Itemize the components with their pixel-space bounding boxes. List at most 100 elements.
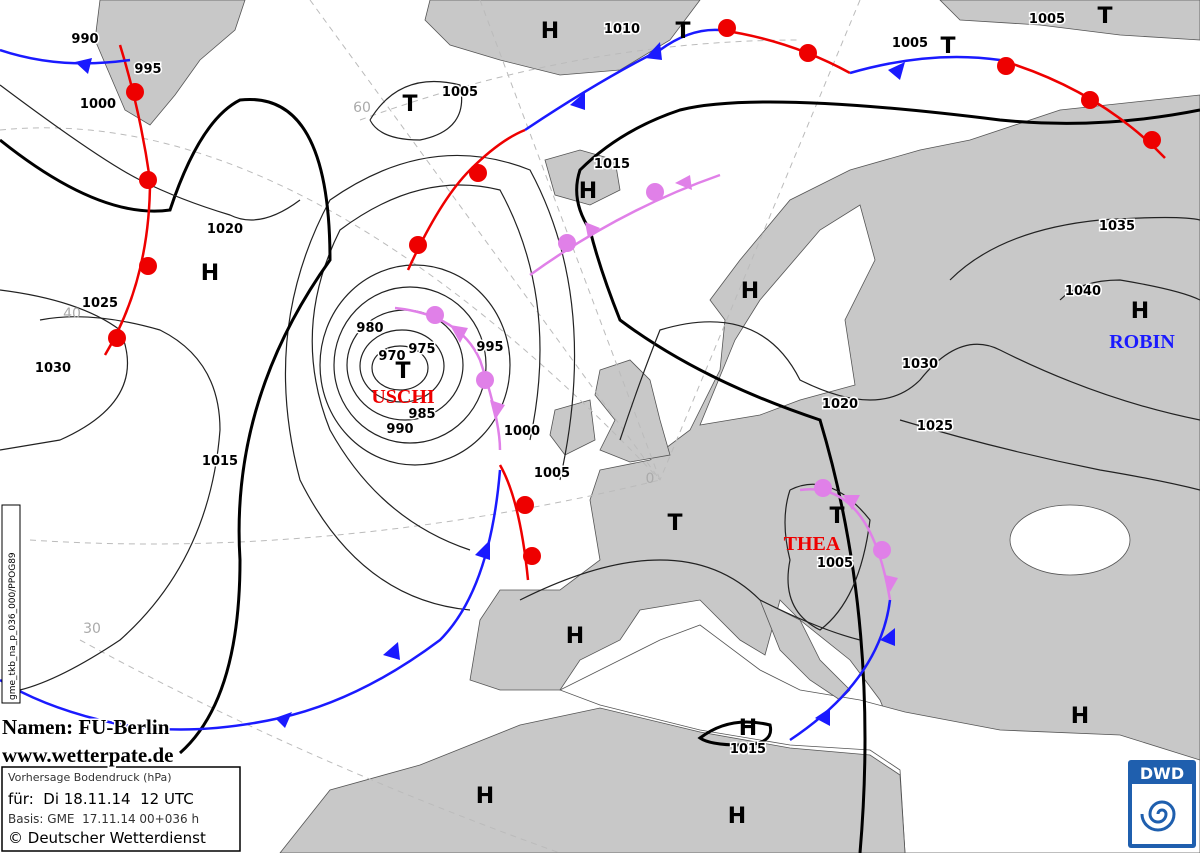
isobar-label: 1025 [917,419,953,434]
front-symbol [885,575,898,592]
front-symbol [476,371,494,389]
info-line: für: Di 18.11.14 12 UTC [8,790,194,808]
latitude-label: 60 [353,100,371,116]
front-symbol [646,183,664,201]
cold-front [849,55,1001,75]
isobar-label: 1015 [594,157,630,172]
front-symbol [888,62,905,80]
front-symbol [585,222,600,238]
arctic-land-east [939,0,1200,41]
file-id-box [1,504,21,704]
pressure-center: T [667,511,682,536]
warm-front [719,28,851,75]
isobar [311,184,541,551]
info-line: © Deutscher Wetterdienst [8,829,206,847]
front-symbol [814,479,832,497]
fronts [0,19,1166,742]
black-sea [1009,504,1131,576]
isobar [519,559,861,641]
isobar-bold [697,720,773,747]
front-symbol [873,541,891,559]
cold-front [789,599,892,742]
isobar-label: 995 [134,62,161,77]
info-line: Basis: GME 17.11.14 00+036 h [8,812,199,826]
isobar-label: 1015 [202,454,238,469]
front-symbol [108,329,126,347]
pressure-center: H [541,19,559,44]
isobar-label: 1005 [534,466,570,481]
occluded-front-symbols [426,175,898,592]
pressure-center: H [1131,299,1149,324]
info-box [1,766,241,852]
front-symbol [516,496,534,514]
front-symbol [275,712,292,728]
pressure-center: T [402,92,417,117]
occluded-front [529,173,721,277]
isobar [319,264,511,466]
front-symbol [1143,131,1161,149]
front-symbol [843,495,860,510]
pressure-center: H [476,784,494,809]
storm-name: THEA [784,533,841,555]
isobar-label: 1035 [1099,219,1135,234]
front-symbol [815,708,830,726]
iceland [544,149,621,206]
warm-front-symbols [108,19,1161,565]
isobar-label: 1025 [82,296,118,311]
pressure-center: H [201,261,219,286]
baltic-sea [699,204,876,426]
front-symbol [426,306,444,324]
front-symbol [675,175,692,190]
isobar-label: 980 [356,321,383,336]
isobar [369,81,463,141]
isobar-label: 1000 [504,424,540,439]
storm-name: USCHI [371,386,435,408]
isobar [619,321,1200,441]
isobar-label: 1015 [730,742,766,757]
isobar [333,286,487,444]
isobar-label: 985 [408,407,435,422]
dwd-logo-swirl [1140,800,1176,832]
front-symbol [126,83,144,101]
isobar-label: 1030 [35,361,71,376]
isobar [359,329,445,403]
isobar [784,483,871,631]
front-symbol [558,234,576,252]
front-symbol [570,92,585,110]
isobar-label: 1000 [80,97,116,112]
isobars [0,81,1200,854]
info-line: Vorhersage Bodendruck (hPa) [8,771,172,784]
isobar-label: 990 [71,32,98,47]
pressure-center: H [566,624,584,649]
isobar-label: 1020 [822,397,858,412]
warm-front [498,464,530,581]
isobar-label: 1010 [604,22,640,37]
isobar-label: 1040 [1065,284,1101,299]
file-id: gme_tkb_na_p_036_000/PPOG89 [8,552,18,700]
pressure-center: T [829,504,844,529]
front-symbol [75,58,92,74]
pressure-center: H [739,716,757,741]
front-symbol [645,42,662,60]
front-symbol [718,19,736,37]
pressure-center: H [728,804,746,829]
isobar-label: 975 [408,342,435,357]
pressure-center: T [675,19,690,44]
isobar [949,216,1200,281]
latitude-label: 40 [63,306,81,322]
front-symbol [139,171,157,189]
credit: Namen: FU-Berlin [2,715,170,739]
isobar-label: 1005 [1029,12,1065,27]
ireland [549,399,596,456]
isobar-bold [575,100,1200,854]
front-symbol [523,547,541,565]
credit: www.wetterpate.de [2,743,173,767]
isobar-label: 995 [476,340,503,355]
pressure-center: T [940,34,955,59]
front-symbol [490,400,505,420]
isobar [1059,279,1200,301]
isobar [19,316,221,691]
isobar-label: 970 [378,349,405,364]
